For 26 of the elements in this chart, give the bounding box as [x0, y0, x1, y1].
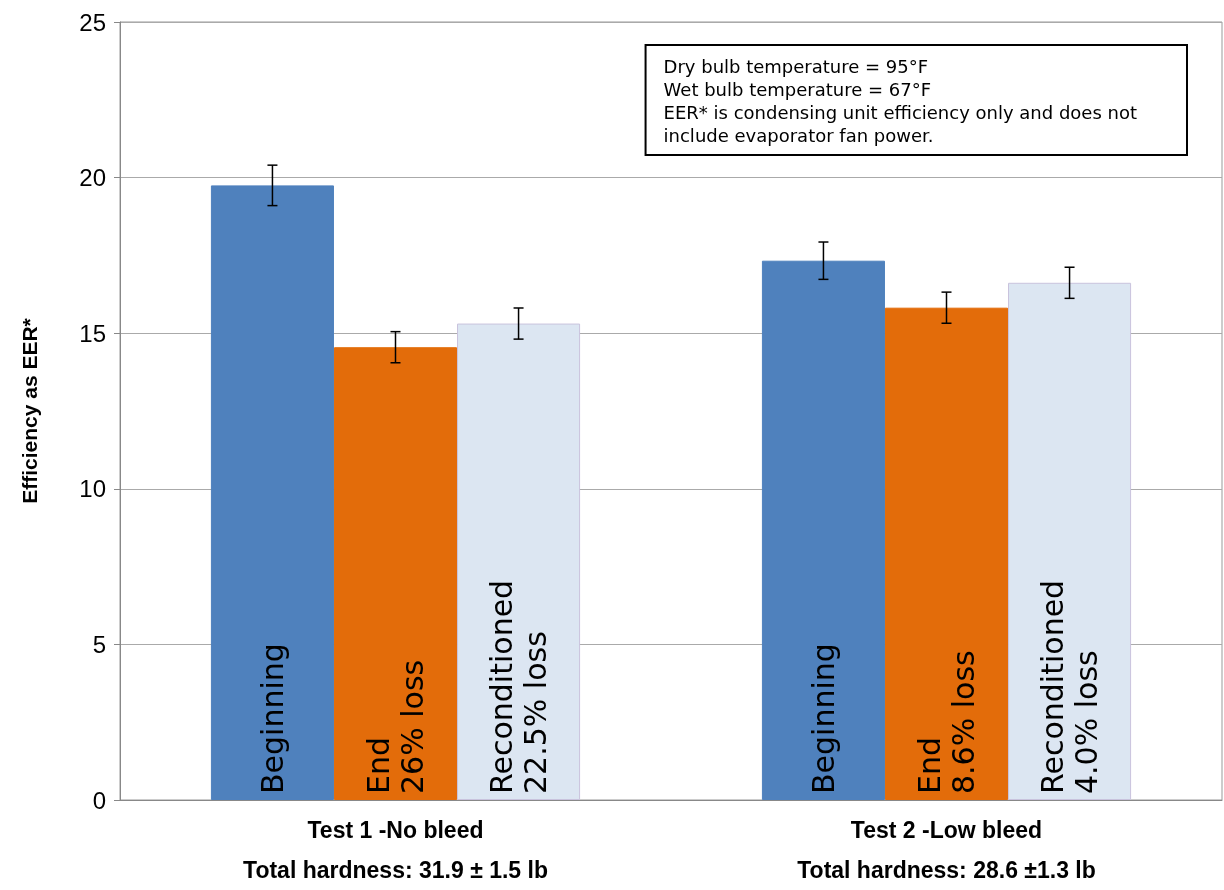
- y-tick-label: 25: [79, 8, 106, 36]
- bar: [457, 323, 581, 800]
- annotation: 26% loss: [395, 659, 430, 794]
- bar: [884, 307, 1009, 800]
- y-axis-title: Efficiency as EER*: [18, 317, 41, 504]
- bar: [761, 260, 885, 800]
- y-tick-label: 20: [79, 164, 106, 192]
- y-tick-label: 0: [92, 786, 106, 814]
- bar: [210, 185, 334, 800]
- y-tick-label: 15: [79, 319, 106, 347]
- annotation: 4.0% loss: [1069, 650, 1105, 794]
- y-tick-label: 10: [79, 475, 106, 503]
- text: End: [912, 736, 947, 794]
- bar: [333, 347, 458, 800]
- series-label: Beginning: [254, 643, 290, 794]
- text: Reconditioned: [1035, 579, 1071, 794]
- annotation: Dry bulb temperature = 95°F Wet bulb temperature = 67°F EER* is condensing unit efficiency only and does not include evaporator fan power.: [663, 56, 1138, 146]
- x-tick-label: Test 1 -No bleed Total hardness: 31.9 ± 1.5 lb: [243, 817, 548, 883]
- text: Beginning: [805, 643, 841, 794]
- series-label: End: [361, 736, 396, 794]
- annotation: 22.5% loss: [518, 631, 554, 794]
- x-tick-label: Test 2 -Low bleed Total hardness: 28.6 ±1.3 lb: [797, 817, 1096, 883]
- y-tick-label: 5: [92, 630, 106, 658]
- series-label: Reconditioned: [484, 579, 520, 794]
- bar: [1008, 282, 1132, 800]
- annotation: 8.6% loss: [946, 650, 981, 794]
